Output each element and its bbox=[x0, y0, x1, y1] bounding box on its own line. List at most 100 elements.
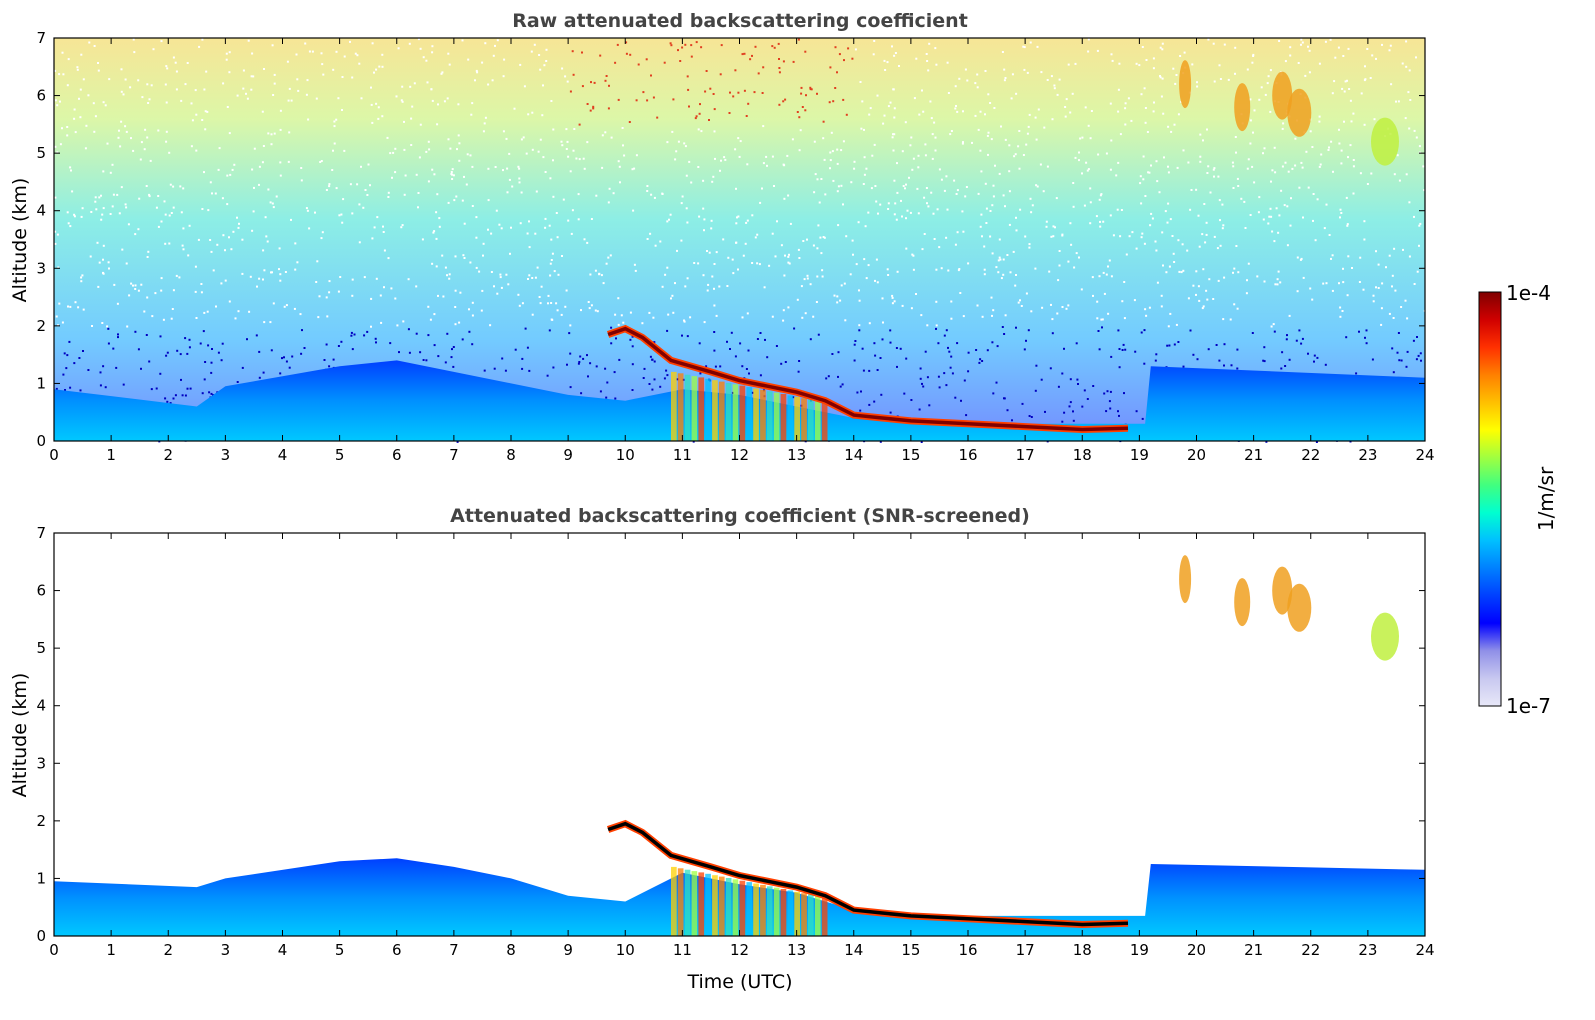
x-tick-label: 3 bbox=[221, 941, 231, 959]
x-axis-label: Time (UTC) bbox=[686, 971, 792, 993]
colorbar-gradient bbox=[1478, 291, 1502, 707]
snr-screened-panel: Attenuated backscattering coefficient (S… bbox=[9, 505, 1435, 993]
x-tick-label: 7 bbox=[449, 941, 459, 959]
cirrus-patch bbox=[1234, 83, 1251, 132]
x-tick-label: 20 bbox=[1187, 446, 1206, 464]
x-tick-label: 5 bbox=[335, 446, 345, 464]
cloud-base-line bbox=[607, 821, 1129, 927]
colorbar-max-label: 1e-4 bbox=[1506, 281, 1551, 305]
x-tick-label: 2 bbox=[163, 446, 173, 464]
x-tick-label: 23 bbox=[1358, 941, 1377, 959]
y-tick-label: 2 bbox=[36, 812, 46, 830]
y-axis-label: Altitude (km) bbox=[9, 673, 31, 798]
y-tick-label: 6 bbox=[36, 582, 46, 600]
x-tick-label: 9 bbox=[563, 446, 573, 464]
x-tick-label: 6 bbox=[392, 446, 402, 464]
cirrus-patch bbox=[1234, 578, 1251, 627]
x-tick-label: 12 bbox=[730, 941, 749, 959]
x-tick-label: 7 bbox=[449, 446, 459, 464]
x-tick-label: 24 bbox=[1415, 446, 1434, 464]
panel-title: Raw attenuated backscattering coefficien… bbox=[512, 10, 968, 32]
y-tick-label: 5 bbox=[36, 144, 46, 162]
x-tick-label: 18 bbox=[1073, 941, 1092, 959]
x-tick-label: 11 bbox=[673, 941, 692, 959]
x-tick-label: 21 bbox=[1244, 446, 1263, 464]
x-tick-label: 4 bbox=[278, 446, 288, 464]
cirrus-patch bbox=[1179, 555, 1192, 604]
cirrus-patch bbox=[1179, 60, 1192, 109]
x-tick-label: 17 bbox=[1016, 941, 1035, 959]
x-tick-label: 11 bbox=[673, 446, 692, 464]
cirrus-patch bbox=[1371, 612, 1399, 661]
y-tick-label: 5 bbox=[36, 639, 46, 657]
y-tick-label: 6 bbox=[36, 87, 46, 105]
x-tick-label: 19 bbox=[1130, 941, 1149, 959]
x-tick-label: 9 bbox=[563, 941, 573, 959]
y-tick-label: 7 bbox=[36, 524, 46, 542]
y-tick-label: 3 bbox=[36, 259, 46, 277]
x-tick-label: 18 bbox=[1073, 446, 1092, 464]
panel-title: Attenuated backscattering coefficient (S… bbox=[450, 505, 1030, 527]
cirrus-clouds bbox=[1179, 555, 1399, 661]
x-tick-label: 6 bbox=[392, 941, 402, 959]
x-tick-label: 15 bbox=[901, 941, 920, 959]
precipitation-streaks bbox=[671, 371, 828, 441]
x-tick-label: 20 bbox=[1187, 941, 1206, 959]
x-tick-label: 17 bbox=[1016, 446, 1035, 464]
cirrus-clouds bbox=[1179, 60, 1399, 166]
y-axis-ticks: 0 1 2 3 4 5 6 7 bbox=[36, 29, 1425, 450]
y-tick-label: 4 bbox=[36, 697, 46, 715]
precipitation-streaks bbox=[671, 866, 828, 936]
x-tick-label: 1 bbox=[106, 941, 116, 959]
y-tick-label: 2 bbox=[36, 317, 46, 335]
y-tick-label: 3 bbox=[36, 754, 46, 772]
x-tick-label: 16 bbox=[958, 446, 977, 464]
x-tick-label: 13 bbox=[787, 446, 806, 464]
x-tick-label: 3 bbox=[221, 446, 231, 464]
x-tick-label: 10 bbox=[616, 446, 635, 464]
cirrus-patch bbox=[1287, 583, 1312, 632]
cirrus-patch bbox=[1371, 117, 1399, 166]
x-tick-label: 5 bbox=[335, 941, 345, 959]
y-tick-label: 1 bbox=[36, 869, 46, 887]
x-tick-label: 21 bbox=[1244, 941, 1263, 959]
x-tick-label: 10 bbox=[616, 941, 635, 959]
x-tick-label: 14 bbox=[844, 446, 863, 464]
x-tick-label: 16 bbox=[958, 941, 977, 959]
y-tick-label: 7 bbox=[36, 29, 46, 47]
y-tick-label: 0 bbox=[36, 927, 46, 945]
x-tick-label: 2 bbox=[163, 941, 173, 959]
x-tick-label: 23 bbox=[1358, 446, 1377, 464]
x-axis-ticks: 0 1 2 3 4 5 6 7 8 9 10 11 12 13 14 15 16 17 18 19 20 21 22 23 24 bbox=[49, 38, 1435, 464]
colorbar: 1e-4 1e-7 1/m/sr bbox=[1478, 281, 1558, 718]
y-tick-label: 4 bbox=[36, 202, 46, 220]
colorbar-min-label: 1e-7 bbox=[1506, 694, 1551, 718]
cirrus-patch bbox=[1272, 566, 1293, 615]
heatmap-area bbox=[53, 532, 1426, 937]
x-tick-label: 0 bbox=[49, 446, 59, 464]
x-axis-ticks: 0 1 2 3 4 5 6 7 8 9 10 11 12 13 14 15 16 17 18 19 20 21 22 23 24 bbox=[49, 533, 1435, 959]
x-tick-label: 22 bbox=[1301, 941, 1320, 959]
raw-backscatter-panel: Raw attenuated backscattering coefficien… bbox=[9, 10, 1435, 464]
x-tick-label: 4 bbox=[278, 941, 288, 959]
x-tick-label: 8 bbox=[506, 446, 516, 464]
x-tick-label: 0 bbox=[49, 941, 59, 959]
x-tick-label: 12 bbox=[730, 446, 749, 464]
x-tick-label: 1 bbox=[106, 446, 116, 464]
x-tick-label: 13 bbox=[787, 941, 806, 959]
x-tick-label: 24 bbox=[1415, 941, 1434, 959]
y-tick-label: 1 bbox=[36, 374, 46, 392]
cirrus-patch bbox=[1287, 88, 1312, 137]
heatmap-area bbox=[53, 37, 1427, 443]
y-axis-label: Altitude (km) bbox=[9, 178, 31, 303]
x-tick-label: 19 bbox=[1130, 446, 1149, 464]
x-tick-label: 14 bbox=[844, 941, 863, 959]
y-tick-label: 0 bbox=[36, 432, 46, 450]
colorbar-unit-label: 1/m/sr bbox=[1534, 466, 1558, 531]
x-tick-label: 8 bbox=[506, 941, 516, 959]
x-tick-label: 15 bbox=[901, 446, 920, 464]
cloud-base-line bbox=[607, 326, 1129, 432]
y-axis-ticks: 0 1 2 3 4 5 6 7 bbox=[36, 524, 1425, 945]
x-tick-label: 22 bbox=[1301, 446, 1320, 464]
